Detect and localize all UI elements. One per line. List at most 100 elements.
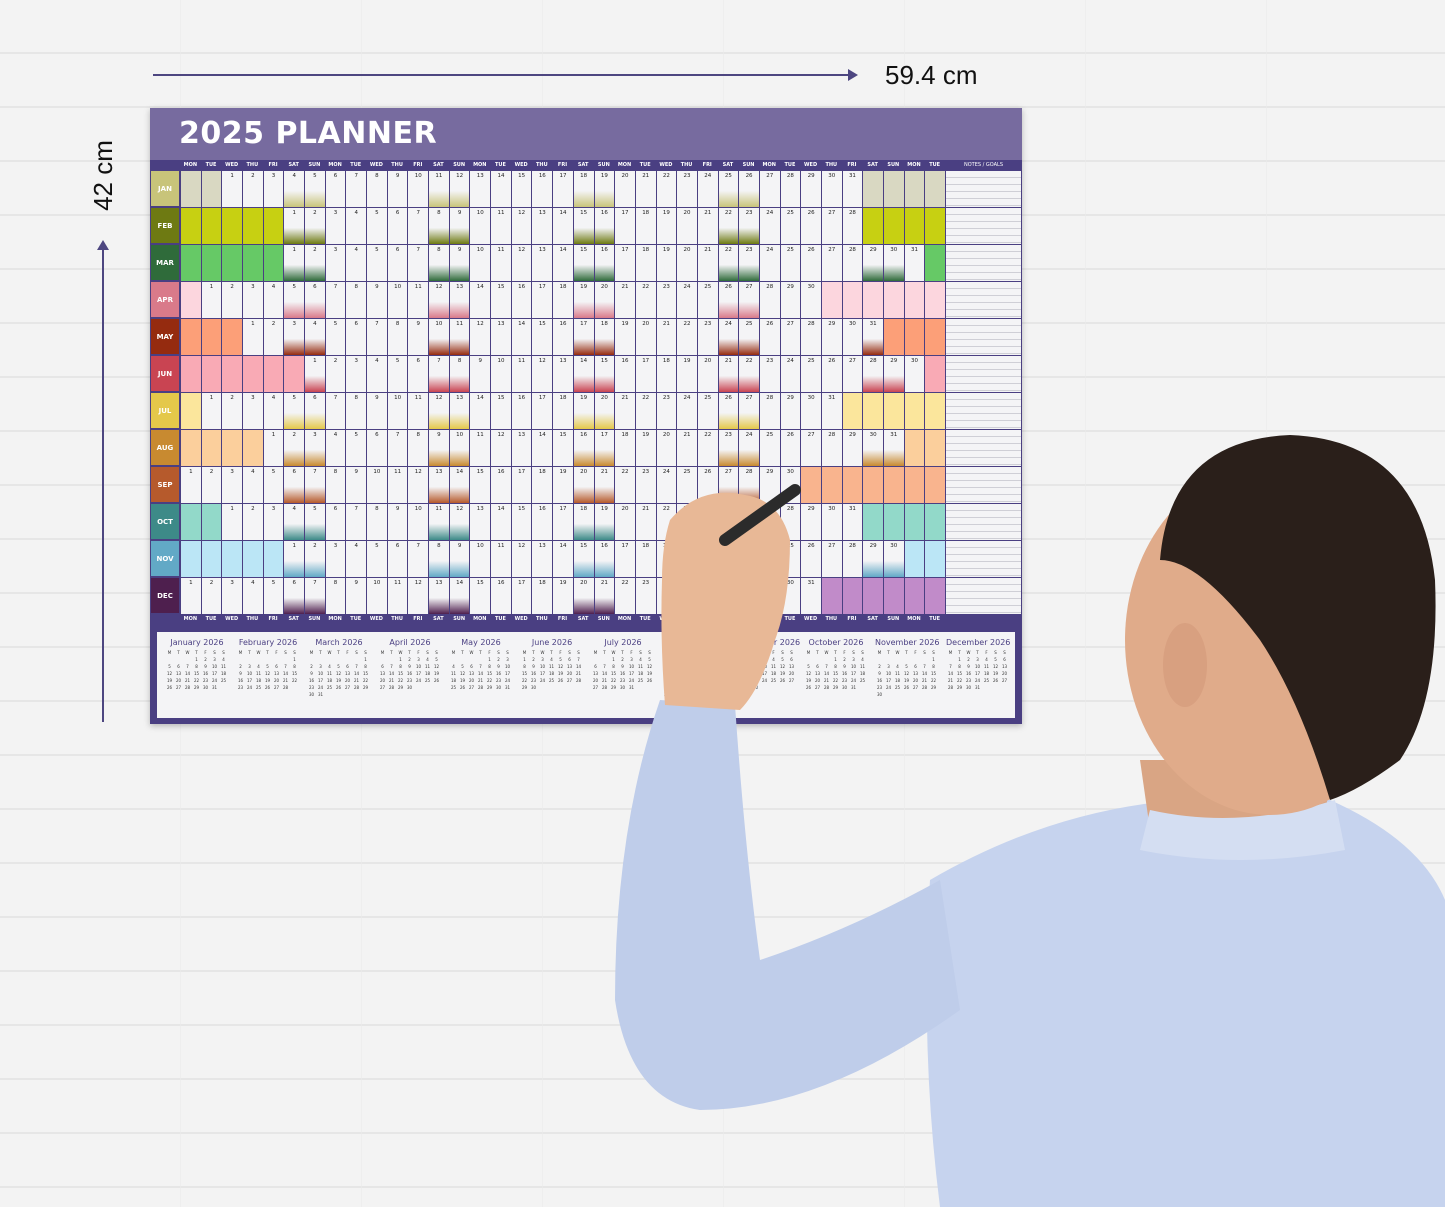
mini-day: 2	[239, 664, 242, 669]
mini-weekday-letter: S	[994, 650, 997, 655]
mini-weekday-letter: M	[877, 650, 882, 655]
mini-day: 19	[459, 678, 466, 683]
weekday-header-bottom: SAT	[433, 616, 444, 622]
weekday-header-bottom: MON	[328, 616, 342, 622]
weekday-header-top: SAT	[577, 162, 589, 168]
mini-day: 9	[967, 664, 970, 669]
weekday-header-top: THU	[246, 162, 259, 168]
mini-weekday-letter: T	[195, 650, 198, 655]
mini-day: 2	[497, 657, 500, 662]
mini-day: 24	[628, 678, 635, 683]
mini-day: 1	[958, 657, 961, 662]
mini-day: 5	[435, 657, 438, 662]
mini-day: 29	[610, 685, 617, 690]
month-label-feb: FEB	[150, 207, 180, 244]
notes-row[interactable]	[945, 577, 1022, 615]
mini-day: 1	[834, 657, 837, 662]
mini-weekday-letter: T	[550, 650, 553, 655]
mini-day: 7	[390, 664, 393, 669]
mini-day: 4	[772, 657, 775, 662]
mini-day: 20	[273, 678, 280, 683]
notes-row[interactable]	[945, 503, 1022, 541]
mini-day: 15	[521, 671, 528, 676]
mini-day: 25	[859, 678, 866, 683]
mini-day: 21	[921, 678, 928, 683]
notes-row[interactable]	[945, 207, 1022, 245]
notes-row[interactable]	[945, 392, 1022, 430]
mini-day: 9	[497, 664, 500, 669]
notes-row[interactable]	[945, 281, 1022, 319]
notes-row[interactable]	[945, 318, 1022, 356]
notes-row[interactable]	[945, 244, 1022, 282]
mini-day: 6	[816, 664, 819, 669]
mini-day: 13	[468, 671, 475, 676]
mini-day: 23	[202, 678, 209, 683]
weekday-header-top: SUN	[887, 162, 900, 168]
notes-row[interactable]	[945, 170, 1022, 208]
mini-day: 10	[885, 671, 892, 676]
mini-day: 18	[859, 671, 866, 676]
mini-day: 27	[1001, 678, 1008, 683]
mini-day: 26	[557, 678, 564, 683]
mini-day: 8	[399, 664, 402, 669]
day-cell[interactable]: 31	[800, 577, 822, 615]
mini-day: 22	[832, 678, 839, 683]
weekday-header-bottom: THU	[246, 616, 259, 622]
mini-day: 8	[612, 664, 615, 669]
weekday-header-bottom: SUN	[597, 616, 610, 622]
month-label-apr: APR	[150, 281, 180, 318]
mini-day: 15	[956, 671, 963, 676]
mini-day: 28	[601, 685, 608, 690]
mini-day: 25	[220, 678, 227, 683]
notes-row[interactable]	[945, 540, 1022, 578]
weekday-header-top: THU	[825, 162, 838, 168]
mini-day: 9	[621, 664, 624, 669]
mini-day: 19	[646, 671, 653, 676]
mini-day: 11	[548, 664, 555, 669]
mini-day: 8	[958, 664, 961, 669]
ear	[1163, 623, 1207, 707]
weekday-header-bottom: THU	[825, 616, 838, 622]
mini-month-title: May 2026	[461, 638, 501, 647]
mini-day: 14	[477, 671, 484, 676]
mini-day: 25	[637, 678, 644, 683]
mini-day: 13	[788, 664, 795, 669]
mini-weekday-letter: T	[905, 650, 908, 655]
mini-day: 26	[264, 685, 271, 690]
mini-day: 19	[166, 678, 173, 683]
day-cell[interactable]: 21	[593, 577, 616, 615]
mini-day: 22	[193, 678, 200, 683]
mini-day: 30	[202, 685, 209, 690]
mini-day: 3	[506, 657, 509, 662]
mini-day: 7	[923, 664, 926, 669]
mini-day: 13	[566, 664, 573, 669]
mini-day: 2	[843, 657, 846, 662]
mini-day: 17	[504, 671, 511, 676]
mini-day: 29	[956, 685, 963, 690]
mini-day: 29	[193, 685, 200, 690]
mini-weekday-letter: F	[772, 650, 775, 655]
mini-day: 1	[612, 657, 615, 662]
mini-day: 27	[379, 685, 386, 690]
mini-day: 25	[894, 685, 901, 690]
mini-day: 27	[788, 678, 795, 683]
mini-weekday-letter: S	[213, 650, 216, 655]
mini-day: 5	[781, 657, 784, 662]
mini-day: 31	[974, 685, 981, 690]
mini-weekday-letter: M	[806, 650, 811, 655]
notes-row[interactable]	[945, 466, 1022, 504]
mini-day: 22	[486, 678, 493, 683]
mini-month-title: October 2026	[808, 638, 864, 647]
mini-day: 3	[417, 657, 420, 662]
mini-weekday-letter: S	[648, 650, 651, 655]
mini-day: 18	[637, 671, 644, 676]
weekday-header-bottom: TUE	[929, 616, 941, 622]
mini-day: 2	[532, 657, 535, 662]
weekday-header-bottom: TUE	[350, 616, 362, 622]
notes-row[interactable]	[945, 355, 1022, 393]
mini-day: 20	[468, 678, 475, 683]
planner-title: 2025 PLANNER	[179, 116, 438, 151]
mini-day: 4	[222, 657, 225, 662]
mini-day: 6	[568, 657, 571, 662]
